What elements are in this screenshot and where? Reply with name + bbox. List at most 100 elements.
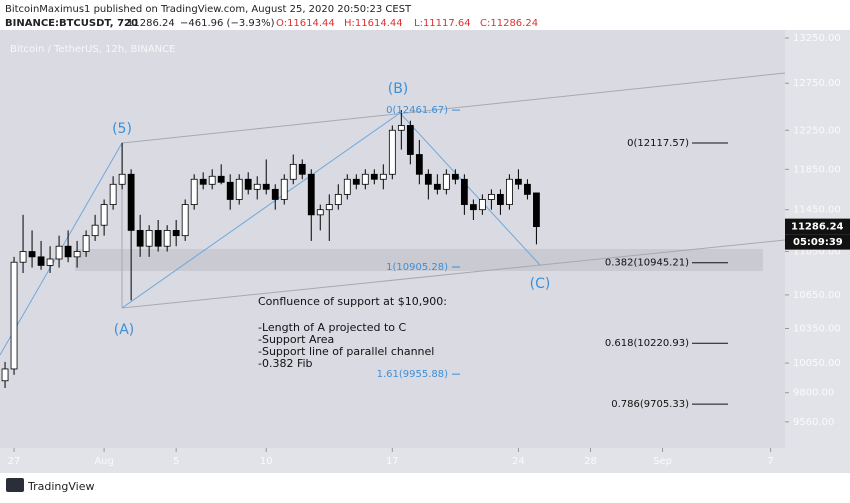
candle-body <box>334 193 342 205</box>
candle-body <box>370 173 378 180</box>
candle-body <box>415 154 423 175</box>
wave-label: (B) <box>388 81 409 97</box>
header-last: 11286.24 <box>127 18 175 29</box>
y-tick-label: 11050.00 <box>793 247 841 258</box>
x-tick-label: 17 <box>386 456 399 467</box>
fib-ext-label: 1(10905.28) <box>386 262 448 273</box>
note-line: -Support line of parallel channel <box>258 345 434 358</box>
header-high: H:11614.44 <box>344 18 403 29</box>
candle-body <box>163 230 171 247</box>
fib-label: 0(12117.57) <box>627 138 689 149</box>
x-tick-label: 5 <box>173 456 179 467</box>
candle-body <box>172 230 180 237</box>
candle-body <box>109 183 117 205</box>
candle-body <box>496 193 504 205</box>
x-tick-label: Aug <box>94 456 114 467</box>
y-tick-label: 12750.00 <box>793 78 841 89</box>
candle-body <box>181 204 189 237</box>
x-tick-label: 7 <box>767 456 773 467</box>
wave-label: (A) <box>114 322 135 338</box>
candle-body <box>298 163 306 175</box>
candle-body <box>28 251 36 258</box>
x-tick-label: 24 <box>512 456 525 467</box>
candle-body <box>154 230 162 247</box>
candle-body <box>208 175 216 185</box>
candle-body <box>145 230 153 247</box>
channel-upper <box>121 72 786 144</box>
y-tick-label: 10350.00 <box>793 323 841 334</box>
candle-body <box>533 192 540 228</box>
footer-brand: TradingView <box>27 480 94 493</box>
candle-body <box>10 261 18 370</box>
candle-body <box>424 173 432 185</box>
wave-label: (C) <box>530 276 551 292</box>
header-bg <box>0 0 850 30</box>
candle-body <box>388 129 396 175</box>
candle-body <box>73 251 81 258</box>
candle-body <box>478 199 486 211</box>
candle-body <box>325 204 333 211</box>
candle-body <box>226 181 234 200</box>
candle-body <box>379 173 387 180</box>
price-tag <box>785 218 850 235</box>
header-low: L:11117.64 <box>414 18 471 29</box>
candle-body <box>235 178 243 200</box>
x-tick-label: 27 <box>8 456 21 467</box>
candle-body <box>64 245 72 258</box>
candle-body <box>1 368 9 382</box>
support-zone <box>75 249 763 271</box>
x-tick-label: 28 <box>584 456 597 467</box>
y-tick-label: 11450.00 <box>793 205 841 216</box>
candle-body <box>406 125 414 155</box>
candle-body <box>352 178 360 185</box>
candle-body <box>253 183 261 190</box>
candle-body <box>487 193 495 200</box>
price-tag-label: 11286.24 <box>791 222 844 233</box>
candle-body <box>136 230 144 247</box>
candle-body <box>46 258 54 266</box>
candle-body <box>91 224 99 237</box>
header-symbol: BINANCE:BTCUSDT, 720 <box>5 18 138 29</box>
countdown: 05:09:39 <box>793 237 843 248</box>
fib-label: 0.786(9705.33) <box>611 399 689 410</box>
y-tick-label: 10050.00 <box>793 358 841 369</box>
wave-label: (5) <box>112 121 132 137</box>
fib-label: 0.382(10945.21) <box>605 258 689 269</box>
candle-body <box>100 204 108 226</box>
countdown-bg <box>785 234 850 250</box>
x-tick-label: Sep <box>653 456 672 467</box>
logo <box>6 478 24 492</box>
candle-body <box>361 173 369 185</box>
fib-label: 0.618(10220.93) <box>605 338 689 349</box>
candle-body <box>280 178 288 200</box>
candle-body <box>271 188 279 200</box>
candle-body <box>82 235 90 252</box>
candle-body <box>451 173 459 180</box>
channel-lower <box>121 239 786 309</box>
y-tick-label: 13250.00 <box>793 33 841 44</box>
candle-body <box>469 204 477 211</box>
candle-body <box>397 125 405 131</box>
candle-body <box>262 183 270 190</box>
candle-body <box>217 175 225 183</box>
y-tick-label: 12250.00 <box>793 125 841 136</box>
candle-body <box>289 163 297 180</box>
note-line: -0.382 Fib <box>258 357 313 370</box>
candle-body <box>506 178 513 205</box>
note-title: Confluence of support at $10,900: <box>258 295 447 308</box>
wave-line <box>121 112 541 309</box>
y-tick-label: 9800.00 <box>793 388 834 399</box>
candle-body <box>515 178 522 185</box>
header-open: O:11614.44 <box>276 18 335 29</box>
candle-body <box>442 173 450 190</box>
candle-body <box>190 178 198 205</box>
candle-body <box>316 209 324 216</box>
header-change: −461.96 (−3.93%) <box>180 18 275 29</box>
y-tick-label: 9560.00 <box>793 417 834 428</box>
header-line: BitcoinMaximus1 published on TradingView… <box>5 4 412 15</box>
y-tick-label: 10650.00 <box>793 290 841 301</box>
candle-body <box>244 178 252 190</box>
candle-body <box>127 173 135 231</box>
y-tick-label: 11850.00 <box>793 164 841 175</box>
